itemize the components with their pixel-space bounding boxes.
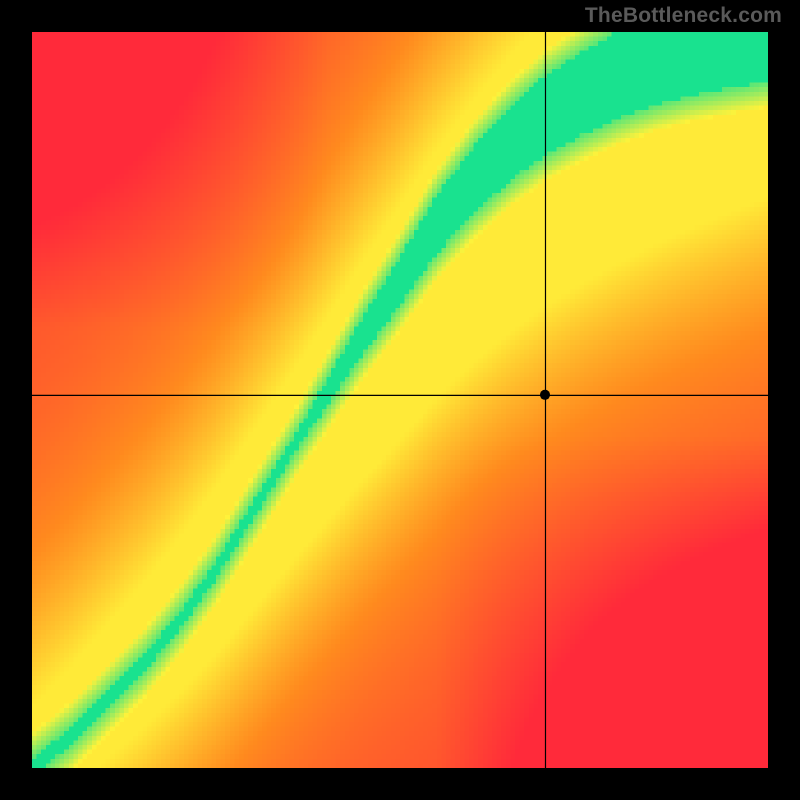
bottleneck-heatmap xyxy=(32,32,768,768)
watermark-label: TheBottleneck.com xyxy=(585,4,782,28)
chart-frame: TheBottleneck.com xyxy=(0,0,800,800)
